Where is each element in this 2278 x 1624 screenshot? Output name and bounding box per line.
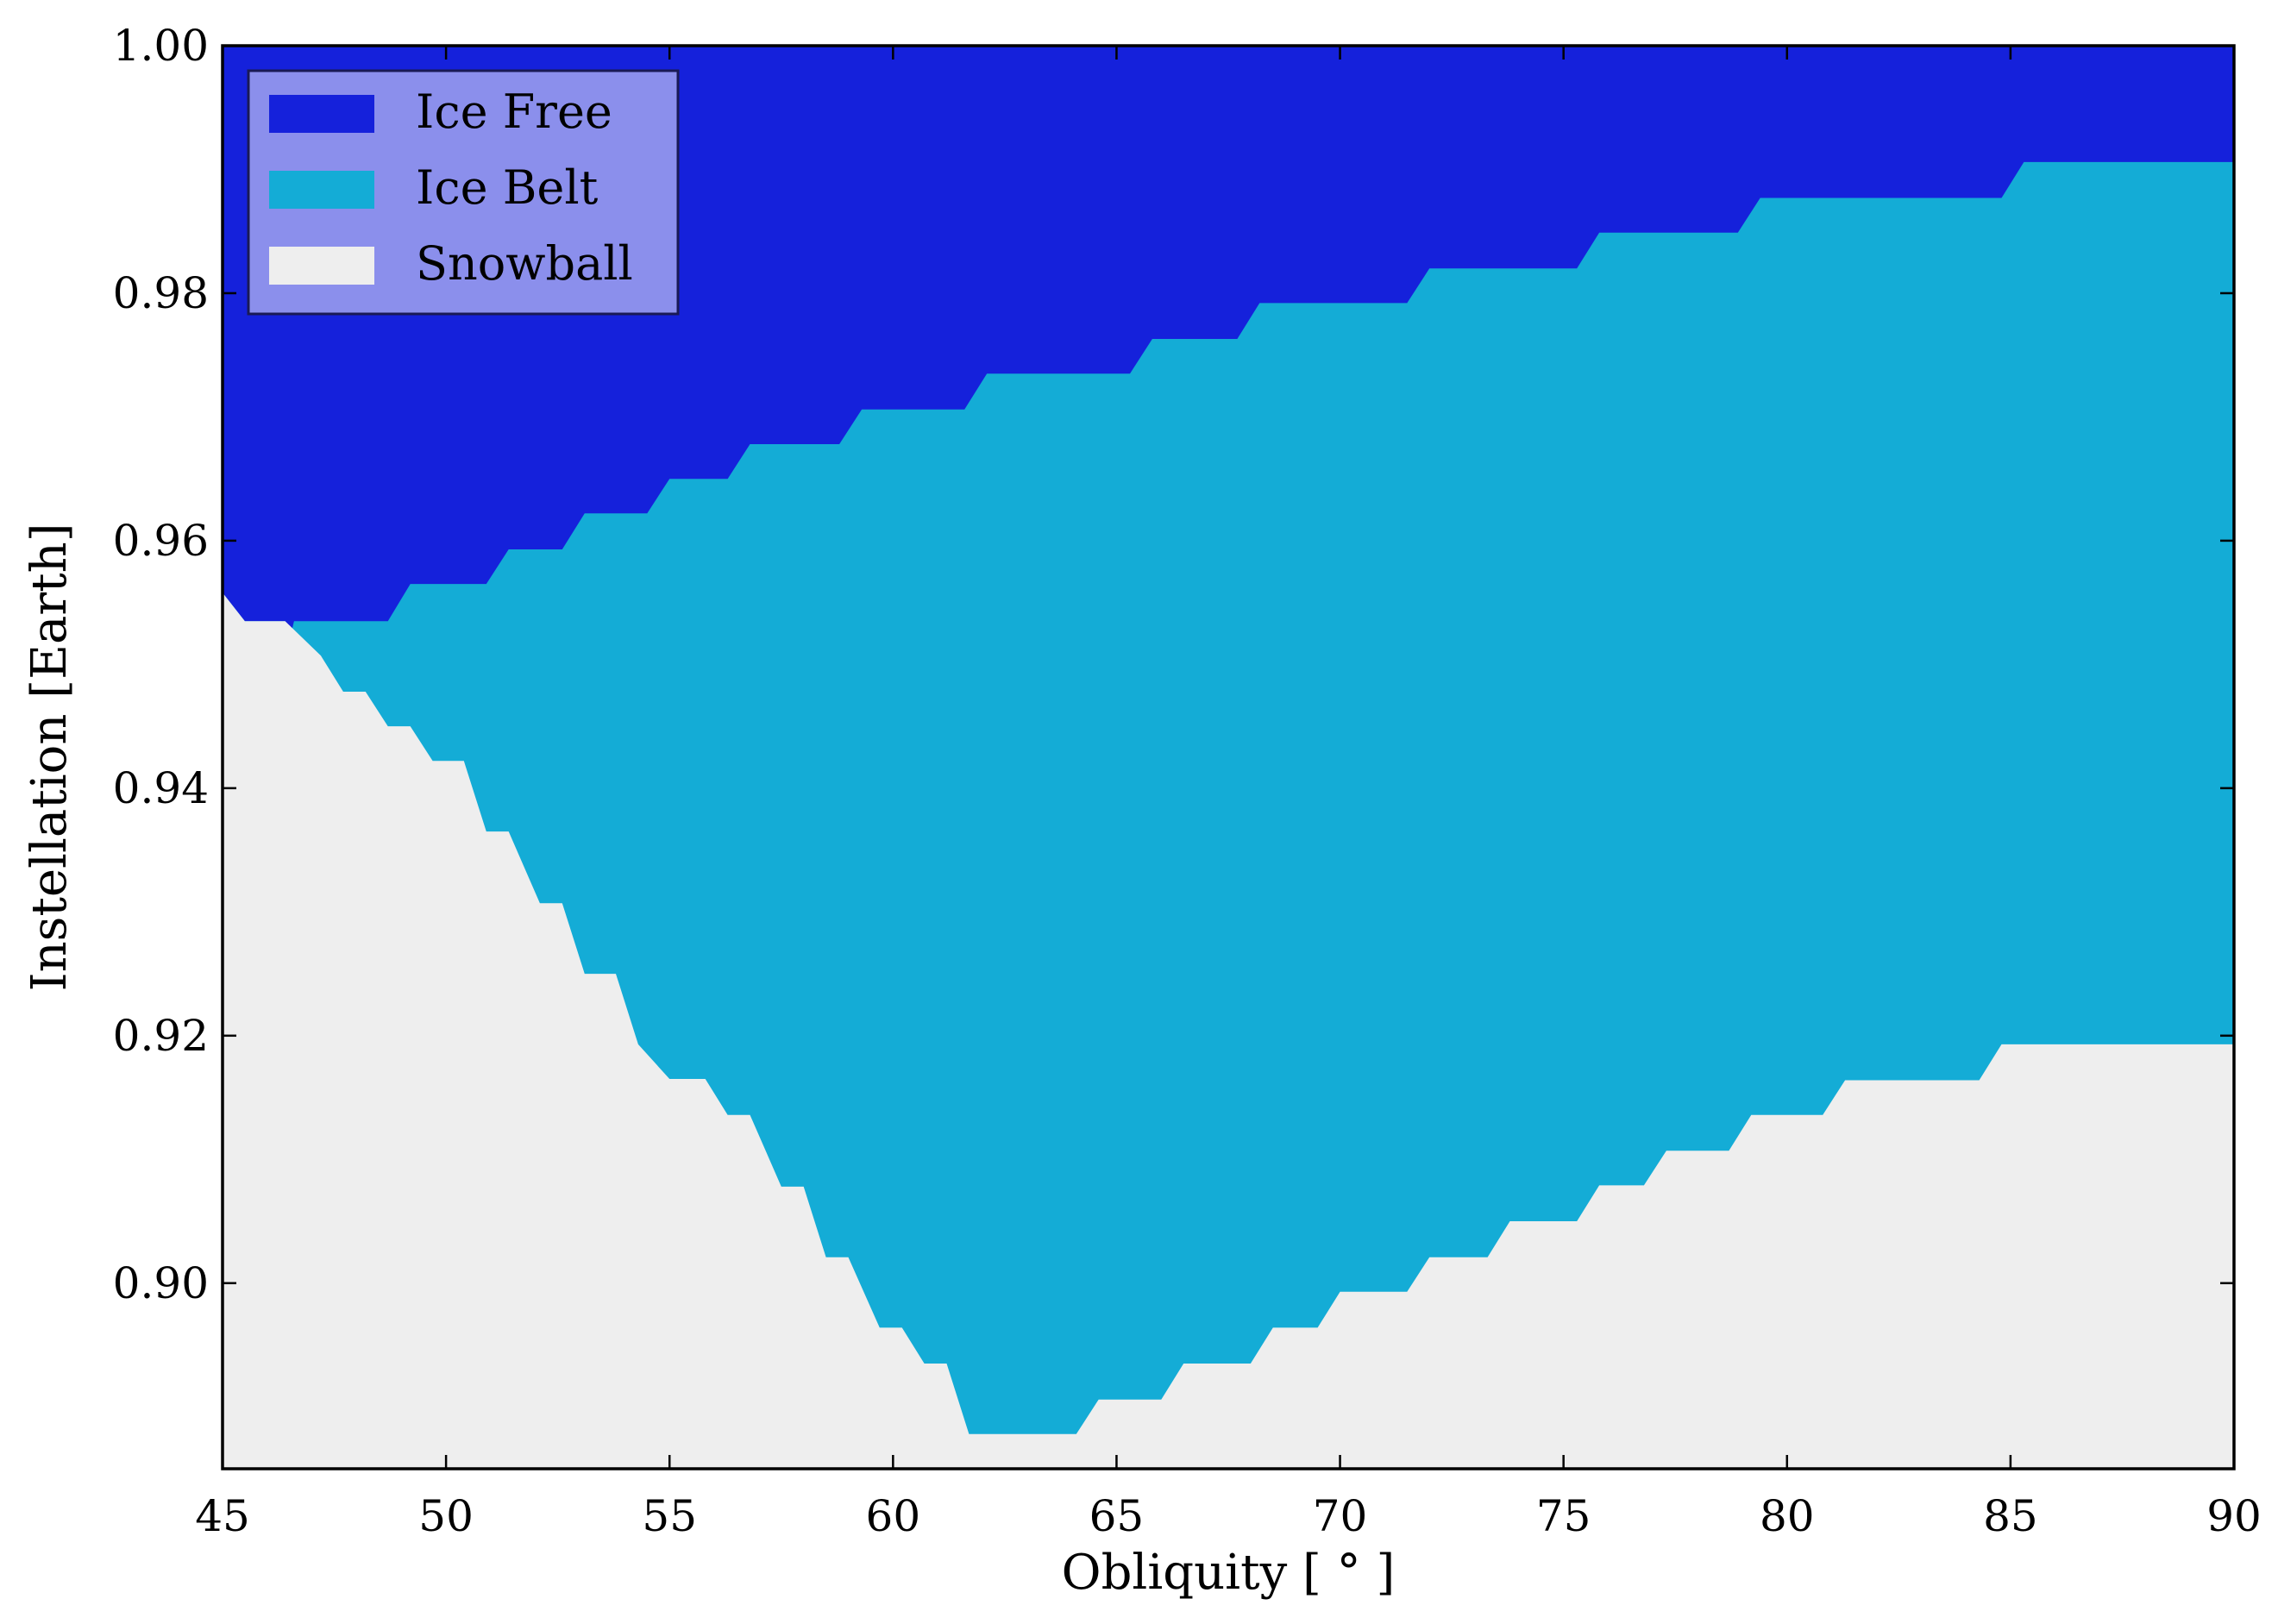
y-tick-label: 0.92 — [113, 1011, 209, 1061]
x-tick-label: 70 — [1313, 1491, 1368, 1541]
y-tick-label: 0.94 — [113, 763, 209, 813]
legend: Ice Free Ice Belt Snowball — [247, 69, 680, 316]
x-tick-label: 90 — [2206, 1491, 2262, 1541]
x-tick-label: 45 — [195, 1491, 250, 1541]
y-tick-label: 0.98 — [113, 268, 209, 318]
tick-labels: 45 50 55 60 65 70 75 80 85 90 0.90 0.92 0.94 0.96 0.98… — [113, 21, 2262, 1541]
x-tick-label: 50 — [418, 1491, 474, 1541]
y-tick-label: 0.96 — [113, 516, 209, 566]
x-axis-label: Obliquity [ ° ] — [1062, 1545, 1396, 1601]
ice-free-region — [223, 46, 2234, 640]
snowball-region — [223, 593, 2234, 1469]
legend-label: Ice Belt — [416, 160, 599, 215]
x-tick-label: 80 — [1760, 1491, 1815, 1541]
legend-swatch — [269, 171, 374, 209]
x-tick-label: 85 — [1983, 1491, 2038, 1541]
y-tick-label: 0.90 — [113, 1258, 209, 1308]
legend-label: Snowball — [416, 236, 633, 291]
x-tick-label: 65 — [1089, 1491, 1145, 1541]
x-tick-label: 60 — [866, 1491, 921, 1541]
legend-label: Ice Free — [416, 85, 612, 139]
ticks — [221, 44, 2236, 1469]
x-tick-label: 55 — [642, 1491, 697, 1541]
legend-swatch — [269, 247, 374, 285]
legend-swatch — [269, 95, 374, 133]
y-axis-label: Instellation [Earth] — [22, 523, 78, 991]
axes-frame — [221, 44, 2236, 1470]
y-tick-label: 1.00 — [113, 21, 209, 71]
x-tick-label: 75 — [1536, 1491, 1591, 1541]
